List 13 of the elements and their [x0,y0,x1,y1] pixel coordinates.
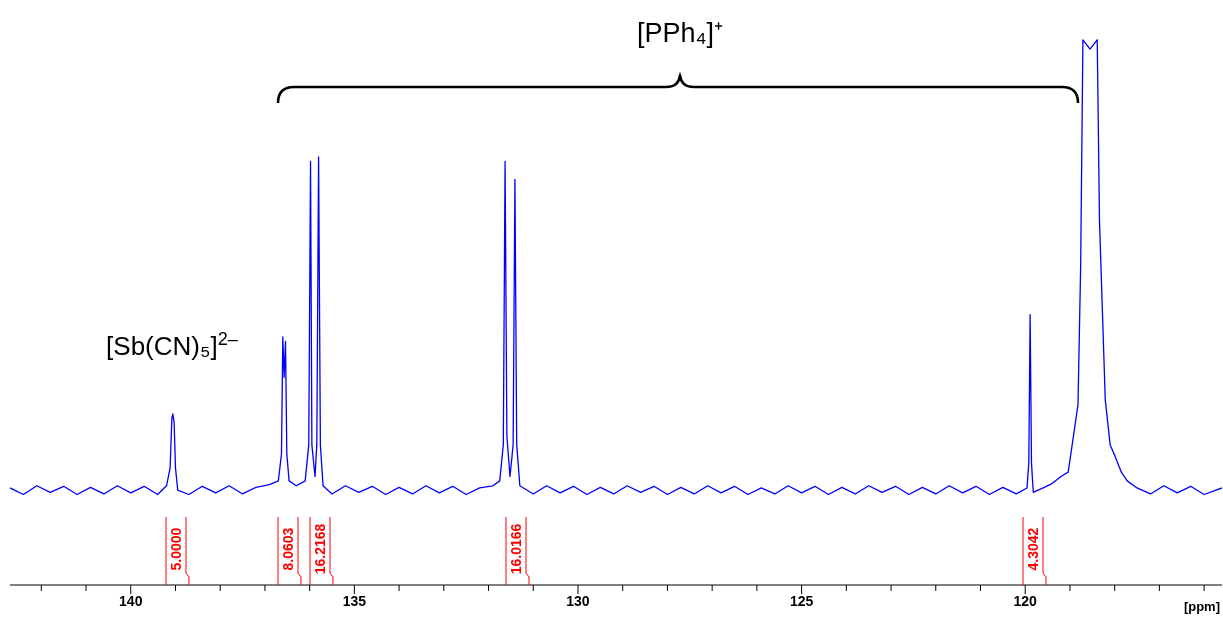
annotation: 5.0000 [168,527,184,571]
x-tick-label: 135 [342,592,367,609]
x-tick-label: 125 [789,592,814,609]
annotation: 4.3042 [1025,527,1041,571]
x-axis-title: [ppm] [1183,599,1220,614]
x-tick-label: 130 [566,592,590,609]
annotation: 16.2168 [312,523,328,575]
annotation: 16.0166 [508,523,524,575]
x-tick-label: 120 [1013,592,1038,609]
annotation: [Sb(CN)₅]$^{2–}$ [106,329,239,361]
x-tick-label: 140 [119,592,143,609]
annotation: 8.0603 [280,527,296,571]
annotation: [PPh₄]⁺ [636,18,724,48]
